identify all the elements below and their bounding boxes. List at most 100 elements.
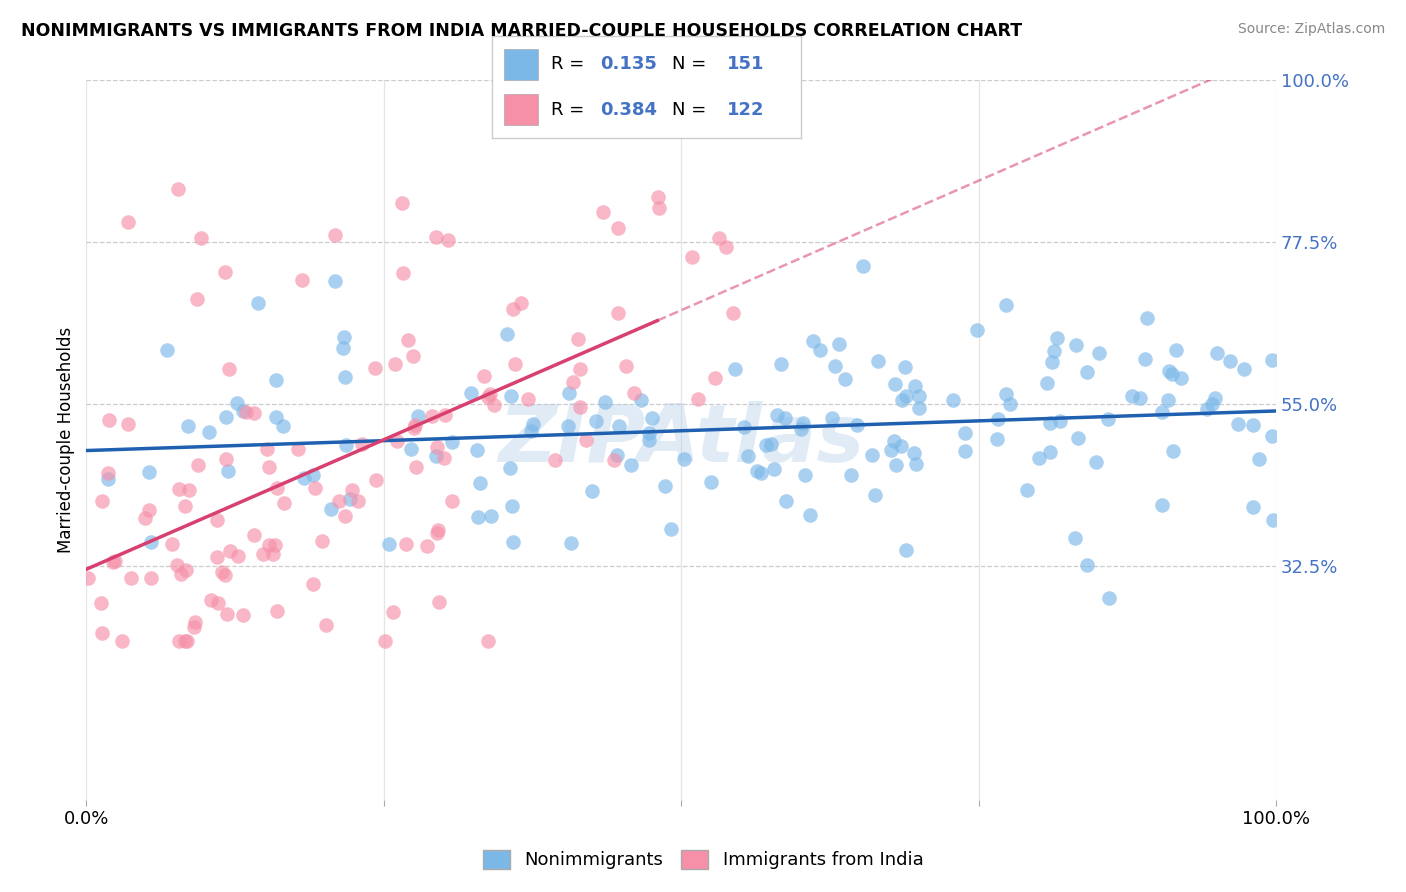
Point — [1136, 311, 1159, 326]
Point — [242, 406, 264, 420]
Text: R =: R = — [551, 101, 591, 119]
Point — [557, 419, 579, 434]
Point — [714, 240, 737, 254]
Point — [252, 547, 274, 561]
Point — [374, 634, 396, 648]
Point — [519, 424, 541, 438]
Point — [499, 460, 522, 475]
Point — [211, 566, 233, 580]
Point — [117, 417, 139, 432]
Point — [104, 553, 127, 567]
Point — [654, 478, 676, 492]
Point — [763, 461, 786, 475]
Point — [560, 536, 582, 550]
Point — [834, 372, 856, 386]
Point — [1163, 443, 1185, 458]
Point — [567, 332, 589, 346]
Point — [271, 418, 294, 433]
Point — [301, 468, 323, 483]
Point — [1261, 429, 1284, 443]
Point — [190, 231, 212, 245]
Point — [156, 343, 179, 358]
FancyBboxPatch shape — [505, 49, 538, 79]
Point — [138, 502, 160, 516]
Point — [1098, 591, 1121, 605]
Point — [1028, 451, 1050, 466]
Point — [440, 435, 463, 450]
Point — [544, 453, 567, 467]
Point — [440, 494, 463, 508]
Point — [839, 468, 862, 483]
Point — [1204, 391, 1226, 405]
Point — [721, 306, 744, 320]
Point — [1049, 414, 1071, 428]
Point — [287, 442, 309, 456]
Point — [139, 571, 162, 585]
Point — [246, 295, 269, 310]
Point — [243, 527, 266, 541]
Point — [569, 401, 592, 415]
Point — [478, 386, 501, 401]
Point — [235, 404, 257, 418]
Point — [585, 413, 607, 427]
Point — [1085, 454, 1108, 468]
Point — [426, 440, 449, 454]
Point — [569, 362, 592, 376]
Point — [828, 336, 851, 351]
Point — [292, 471, 315, 485]
Point — [790, 422, 813, 436]
Point — [176, 563, 198, 577]
Point — [907, 389, 929, 403]
Point — [896, 388, 918, 402]
Point — [1135, 351, 1157, 366]
Point — [824, 359, 846, 373]
Point — [179, 483, 201, 498]
Point — [91, 625, 114, 640]
Point — [214, 265, 236, 279]
Point — [745, 464, 768, 478]
Point — [1201, 397, 1223, 411]
Point — [496, 327, 519, 342]
Point — [101, 555, 124, 569]
Point — [77, 571, 100, 585]
Point — [97, 472, 120, 486]
Point — [170, 566, 193, 581]
Point — [479, 508, 502, 523]
Point — [907, 401, 929, 415]
Point — [502, 301, 524, 316]
Point — [174, 500, 197, 514]
Point — [134, 511, 156, 525]
Point — [160, 536, 183, 550]
Point — [477, 634, 499, 648]
Point — [1039, 416, 1062, 430]
Point — [1064, 531, 1087, 545]
Point — [335, 438, 357, 452]
Point — [207, 513, 229, 527]
Point — [1170, 371, 1192, 385]
Point — [1066, 338, 1088, 352]
Point — [558, 386, 581, 401]
Point — [966, 323, 988, 337]
Point — [426, 525, 449, 540]
Point — [499, 389, 522, 403]
Point — [510, 296, 533, 310]
Point — [433, 450, 456, 465]
Point — [868, 354, 890, 368]
Point — [264, 373, 287, 387]
Point — [467, 510, 489, 524]
Point — [141, 534, 163, 549]
Point — [232, 404, 254, 418]
Point — [427, 523, 450, 537]
Point — [1015, 483, 1038, 498]
Point — [174, 634, 197, 648]
Point — [1039, 444, 1062, 458]
Point — [378, 537, 401, 551]
Point — [704, 371, 727, 385]
Point — [522, 417, 544, 432]
Point — [273, 496, 295, 510]
Point — [737, 449, 759, 463]
Point — [808, 343, 831, 357]
Point — [205, 550, 228, 565]
Point — [723, 362, 745, 376]
Point — [332, 341, 354, 355]
